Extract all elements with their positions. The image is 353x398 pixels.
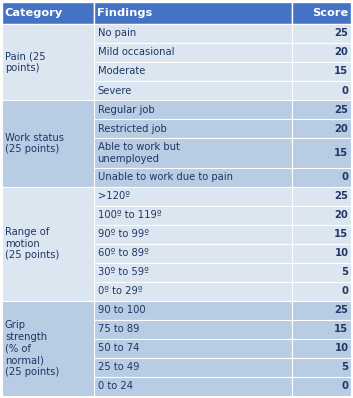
Text: 5: 5 (341, 267, 348, 277)
FancyBboxPatch shape (292, 263, 351, 282)
Text: Mild occasional: Mild occasional (97, 47, 174, 57)
FancyBboxPatch shape (94, 168, 292, 187)
Text: 25: 25 (335, 105, 348, 115)
FancyBboxPatch shape (94, 187, 292, 206)
FancyBboxPatch shape (2, 24, 94, 100)
Text: Score: Score (312, 8, 348, 18)
FancyBboxPatch shape (292, 225, 351, 244)
Text: 100º to 119º: 100º to 119º (97, 210, 161, 220)
FancyBboxPatch shape (94, 244, 292, 263)
FancyBboxPatch shape (292, 43, 351, 62)
Text: Regular job: Regular job (97, 105, 154, 115)
Text: 10: 10 (334, 343, 348, 353)
FancyBboxPatch shape (94, 377, 292, 396)
FancyBboxPatch shape (292, 24, 351, 43)
FancyBboxPatch shape (292, 301, 351, 320)
Text: 5: 5 (341, 363, 348, 373)
FancyBboxPatch shape (2, 187, 94, 301)
FancyBboxPatch shape (94, 43, 292, 62)
Text: Severe: Severe (97, 86, 132, 96)
Text: >120º: >120º (97, 191, 130, 201)
FancyBboxPatch shape (292, 244, 351, 263)
FancyBboxPatch shape (2, 301, 94, 396)
FancyBboxPatch shape (94, 100, 292, 119)
Text: Able to work but
unemployed: Able to work but unemployed (97, 142, 179, 164)
FancyBboxPatch shape (292, 168, 351, 187)
FancyBboxPatch shape (94, 282, 292, 301)
Text: 20: 20 (335, 210, 348, 220)
Text: 15: 15 (334, 229, 348, 239)
Text: 0º to 29º: 0º to 29º (97, 286, 142, 297)
FancyBboxPatch shape (94, 225, 292, 244)
Text: 10: 10 (334, 248, 348, 258)
Text: 0: 0 (342, 286, 348, 297)
FancyBboxPatch shape (292, 62, 351, 81)
Text: 50 to 74: 50 to 74 (97, 343, 139, 353)
FancyBboxPatch shape (94, 263, 292, 282)
FancyBboxPatch shape (94, 339, 292, 358)
Text: Range of
motion
(25 points): Range of motion (25 points) (5, 227, 59, 260)
Text: Unable to work due to pain: Unable to work due to pain (97, 172, 233, 182)
FancyBboxPatch shape (94, 119, 292, 138)
FancyBboxPatch shape (94, 301, 292, 320)
Text: 0: 0 (342, 172, 348, 182)
FancyBboxPatch shape (94, 24, 292, 43)
FancyBboxPatch shape (94, 358, 292, 377)
FancyBboxPatch shape (94, 2, 292, 24)
FancyBboxPatch shape (292, 2, 351, 24)
Text: 15: 15 (334, 324, 348, 334)
Text: 75 to 89: 75 to 89 (97, 324, 139, 334)
FancyBboxPatch shape (94, 81, 292, 100)
FancyBboxPatch shape (292, 206, 351, 225)
Text: 25: 25 (335, 28, 348, 38)
Text: 60º to 89º: 60º to 89º (97, 248, 148, 258)
Text: 90 to 100: 90 to 100 (97, 305, 145, 315)
FancyBboxPatch shape (94, 62, 292, 81)
FancyBboxPatch shape (292, 320, 351, 339)
Text: 20: 20 (335, 123, 348, 134)
FancyBboxPatch shape (94, 138, 292, 168)
FancyBboxPatch shape (292, 138, 351, 168)
Text: 25: 25 (335, 191, 348, 201)
Text: 15: 15 (334, 66, 348, 76)
Text: 25: 25 (335, 305, 348, 315)
Text: Work status
(25 points): Work status (25 points) (5, 133, 64, 154)
FancyBboxPatch shape (292, 377, 351, 396)
FancyBboxPatch shape (292, 119, 351, 138)
Text: Category: Category (5, 8, 63, 18)
Text: Moderate: Moderate (97, 66, 145, 76)
Text: Restricted job: Restricted job (97, 123, 166, 134)
FancyBboxPatch shape (292, 100, 351, 119)
FancyBboxPatch shape (2, 100, 94, 187)
Text: 90º to 99º: 90º to 99º (97, 229, 149, 239)
FancyBboxPatch shape (292, 81, 351, 100)
Text: Grip
strength
(% of
normal)
(25 points): Grip strength (% of normal) (25 points) (5, 320, 59, 377)
FancyBboxPatch shape (292, 187, 351, 206)
Text: Pain (25
points): Pain (25 points) (5, 51, 46, 73)
Text: No pain: No pain (97, 28, 136, 38)
Text: 0 to 24: 0 to 24 (97, 382, 133, 392)
Text: 0: 0 (342, 382, 348, 392)
FancyBboxPatch shape (292, 339, 351, 358)
FancyBboxPatch shape (2, 2, 94, 24)
FancyBboxPatch shape (94, 206, 292, 225)
FancyBboxPatch shape (94, 320, 292, 339)
Text: 15: 15 (334, 148, 348, 158)
Text: 0: 0 (342, 86, 348, 96)
Text: 30º to 59º: 30º to 59º (97, 267, 148, 277)
Text: 25 to 49: 25 to 49 (97, 363, 139, 373)
FancyBboxPatch shape (292, 358, 351, 377)
Text: Findings: Findings (97, 8, 152, 18)
FancyBboxPatch shape (292, 282, 351, 301)
Text: 20: 20 (335, 47, 348, 57)
